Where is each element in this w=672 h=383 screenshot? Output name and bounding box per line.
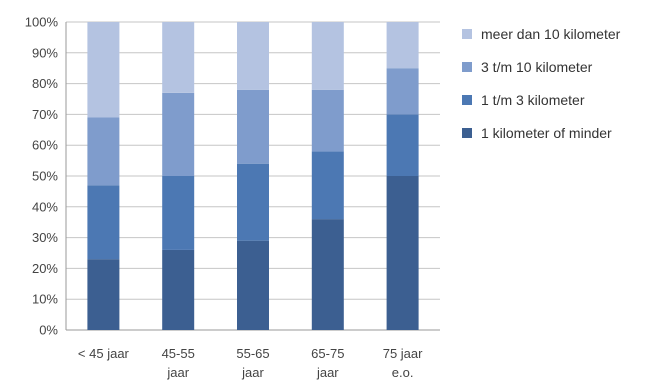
legend-label: 1 kilometer of minder <box>481 125 612 141</box>
bar-segment <box>162 22 195 93</box>
x-tick-label: 45-55 jaar <box>162 346 195 380</box>
legend: meer dan 10 kilometer 3 t/m 10 kilometer 1… <box>462 26 620 158</box>
x-tick-label: 75 jaar e.o. <box>383 346 423 380</box>
legend-item: 1 t/m 3 kilometer <box>462 92 620 108</box>
bar-segment <box>237 163 269 241</box>
bars <box>87 22 419 330</box>
bar-segment <box>311 89 344 152</box>
x-tick-label: 55-65 jaar <box>236 346 269 380</box>
bar-segment <box>162 92 195 176</box>
bar-segment <box>386 176 419 330</box>
y-tick-label: 20% <box>32 261 58 276</box>
x-tick-label: 65-75 jaar <box>311 346 344 380</box>
y-tick-label: 10% <box>32 292 58 307</box>
y-tick-label: 90% <box>32 45 58 60</box>
y-tick-label: 0% <box>39 323 58 338</box>
legend-label: 1 t/m 3 kilometer <box>481 92 585 108</box>
legend-swatch <box>462 29 472 39</box>
x-axis-ticks: < 45 jaar 45-55 jaar 55-65 jaar 65-75 jaar 75 j… <box>78 346 423 380</box>
y-tick-label: 30% <box>32 230 58 245</box>
y-tick-label: 80% <box>32 76 58 91</box>
bar-segment <box>311 219 344 330</box>
legend-label: 3 t/m 10 kilometer <box>481 59 593 75</box>
bar-segment <box>311 22 344 90</box>
bar-segment <box>87 185 120 260</box>
y-axis-ticks: 0% 10% 20% 30% 40% 50% 60% 70% 80% 90% 100% <box>25 15 59 338</box>
bar-segment <box>237 22 269 90</box>
legend-item: 3 t/m 10 kilometer <box>462 59 620 75</box>
bar-segment <box>237 89 269 164</box>
legend-item: meer dan 10 kilometer <box>462 26 620 42</box>
legend-swatch <box>462 95 472 105</box>
bar-segment <box>87 259 120 330</box>
y-tick-label: 40% <box>32 199 58 214</box>
bar-segment <box>162 176 195 250</box>
y-tick-label: 60% <box>32 138 58 153</box>
y-tick-label: 100% <box>25 15 59 30</box>
bar-segment <box>87 117 120 186</box>
legend-label: meer dan 10 kilometer <box>481 26 621 42</box>
bar-segment <box>311 151 344 220</box>
bar-segment <box>386 114 419 176</box>
x-tick-label: < 45 jaar <box>78 346 130 361</box>
bar-segment <box>386 22 419 69</box>
legend-swatch <box>462 62 472 72</box>
bar-segment <box>237 240 269 330</box>
bar-segment <box>162 249 195 330</box>
bar-segment <box>87 22 120 118</box>
legend-item: 1 kilometer of minder <box>462 125 620 141</box>
y-tick-label: 50% <box>32 169 58 184</box>
legend-swatch <box>462 128 472 138</box>
bar-segment <box>386 68 419 115</box>
y-tick-label: 70% <box>32 107 58 122</box>
